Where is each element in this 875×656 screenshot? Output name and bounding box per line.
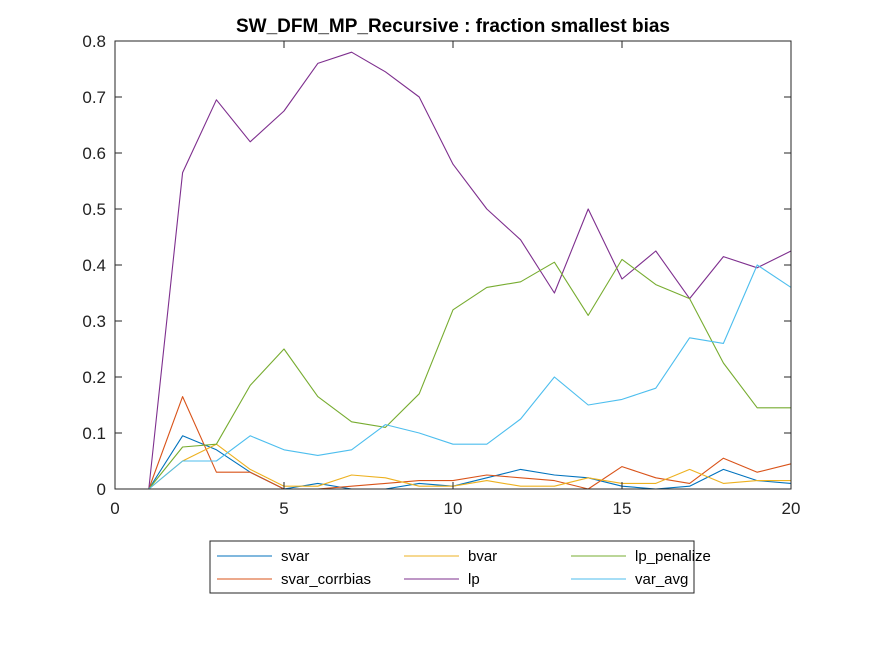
y-tick-label: 0.2: [82, 368, 106, 387]
x-tick-label: 5: [279, 499, 288, 518]
y-tick-label: 0.5: [82, 200, 106, 219]
y-tick-label: 0: [97, 480, 106, 499]
x-tick-label: 15: [613, 499, 632, 518]
series-line-lp: [148, 51, 792, 490]
plot-background: [115, 41, 791, 489]
y-tick-label: 0.8: [82, 32, 106, 51]
y-tick-label: 0.4: [82, 256, 106, 275]
plot-area: [115, 41, 792, 490]
series-line-svar-corrbias: [148, 396, 792, 490]
legend-label: lp: [468, 571, 480, 588]
x-tick-label: 20: [782, 499, 801, 518]
legend-label: svar: [281, 548, 309, 565]
legend-label: lp_penalize: [635, 548, 711, 565]
chart-title: SW_DFM_MP_Recursive : fraction smallest …: [236, 16, 670, 37]
legend-box: [209, 540, 695, 594]
legend-label: bvar: [468, 548, 497, 565]
axes: 0 5 10 15 20 0 0.1 0.2 0.3 0.4 0.5 0.6 0.7 0.8: [82, 32, 800, 518]
y-tick-label: 0.6: [82, 144, 106, 163]
y-tick-label: 0.7: [82, 88, 106, 107]
y-tick-label: 0.3: [82, 312, 106, 331]
legend-label: var_avg: [635, 571, 688, 588]
series-line-bvar: [148, 443, 791, 490]
x-tick-label: 10: [444, 499, 463, 518]
x-tick-label: 0: [110, 499, 119, 518]
y-tick-label: 0.1: [82, 424, 106, 443]
legend-label: svar_corrbias: [281, 571, 371, 588]
legend: svar bvar lp_penalize svar_corrbias lp var_av…: [209, 540, 711, 594]
series-line-lp-penalize: [148, 258, 791, 490]
series-line-var-avg: [148, 264, 792, 490]
